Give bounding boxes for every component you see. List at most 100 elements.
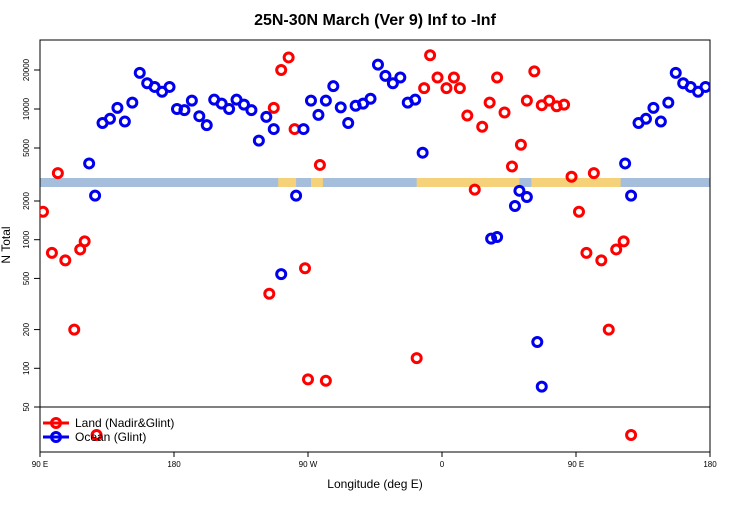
ocean-point bbox=[619, 157, 632, 170]
ocean-point bbox=[237, 98, 250, 111]
land-point bbox=[453, 82, 466, 95]
ocean-point bbox=[215, 97, 228, 110]
ocean-band bbox=[40, 178, 710, 187]
legend-marker-ocean bbox=[50, 431, 62, 443]
y-tick-label: 1000 bbox=[22, 230, 31, 248]
land-point bbox=[476, 120, 489, 133]
land-point bbox=[572, 205, 585, 218]
land-point bbox=[68, 323, 81, 336]
ocean-point bbox=[409, 93, 422, 106]
y-tick-label: 2000 bbox=[22, 192, 31, 210]
x-axis-label: Longitude (deg E) bbox=[327, 477, 422, 491]
land-point bbox=[580, 246, 593, 259]
ocean-point bbox=[185, 94, 198, 107]
ocean-point bbox=[386, 77, 399, 90]
land-point bbox=[602, 323, 615, 336]
legend-marker-land bbox=[50, 417, 62, 429]
land-point bbox=[514, 138, 527, 151]
land-point bbox=[610, 243, 623, 256]
x-tick-label: 0 bbox=[440, 460, 445, 469]
land-point bbox=[565, 170, 578, 183]
land-point bbox=[528, 65, 541, 78]
land-point bbox=[40, 205, 49, 218]
ocean-point bbox=[89, 189, 102, 202]
ocean-point bbox=[513, 184, 526, 197]
ocean-point bbox=[535, 380, 548, 393]
x-tick-label: 180 bbox=[703, 460, 717, 469]
ocean-point bbox=[531, 336, 544, 349]
ocean-point bbox=[342, 116, 355, 129]
land-point bbox=[505, 160, 518, 173]
ocean-point bbox=[290, 189, 303, 202]
ocean-point bbox=[275, 268, 288, 281]
land-point bbox=[319, 374, 332, 387]
land-segment bbox=[416, 178, 520, 187]
land-point bbox=[282, 51, 295, 64]
ocean-point bbox=[118, 115, 131, 128]
land-point bbox=[263, 287, 276, 300]
y-tick-label: 200 bbox=[22, 322, 31, 336]
ocean-point bbox=[297, 123, 310, 136]
land-point bbox=[461, 109, 474, 122]
y-tick-label: 10000 bbox=[22, 97, 31, 120]
y-axis-label: N Total bbox=[0, 226, 13, 263]
land-point bbox=[431, 71, 444, 84]
ocean-point bbox=[364, 92, 377, 105]
ocean-point bbox=[508, 199, 521, 212]
legend-frame bbox=[39, 406, 711, 453]
ocean-point bbox=[200, 119, 213, 132]
ocean-point bbox=[520, 190, 533, 203]
land-point bbox=[440, 82, 453, 95]
x-tick-label: 90 E bbox=[568, 460, 584, 469]
ocean-point bbox=[625, 189, 638, 202]
ocean-point bbox=[103, 112, 116, 125]
land-point bbox=[59, 254, 72, 267]
land-point bbox=[498, 106, 511, 119]
land-ocean-strip bbox=[40, 178, 710, 187]
x-tick-label: 90 E bbox=[32, 460, 48, 469]
land-point bbox=[447, 71, 460, 84]
ocean-point bbox=[126, 96, 139, 109]
x-tick-label: 90 W bbox=[299, 460, 318, 469]
ocean-point bbox=[485, 232, 498, 245]
land-point bbox=[625, 429, 638, 441]
land-point bbox=[313, 158, 326, 171]
land-point bbox=[558, 98, 571, 111]
land-point bbox=[520, 94, 533, 107]
ocean-point bbox=[312, 108, 325, 121]
data-points bbox=[40, 49, 710, 393]
y-tick-label: 5000 bbox=[22, 139, 31, 157]
land-point bbox=[418, 82, 431, 95]
legend: Land (Nadir&Glint) Ocean (Glint) bbox=[43, 416, 174, 444]
land-point bbox=[587, 167, 600, 180]
land-point bbox=[595, 254, 608, 267]
ocean-point bbox=[83, 157, 96, 170]
y-tick-label: 100 bbox=[22, 361, 31, 375]
legend-label-ocean: Ocean (Glint) bbox=[75, 430, 146, 444]
ocean-point bbox=[334, 101, 347, 114]
land-point bbox=[424, 49, 437, 62]
ocean-point bbox=[319, 94, 332, 107]
land-point bbox=[483, 96, 496, 109]
land-point bbox=[45, 246, 58, 259]
ocean-point bbox=[133, 66, 146, 79]
y-tick-label: 50 bbox=[22, 402, 31, 411]
land-segment bbox=[531, 178, 621, 187]
ocean-point bbox=[491, 230, 504, 243]
x-axis: 90 E 180 90 W 0 90 E 180 bbox=[32, 452, 717, 469]
land-point bbox=[410, 352, 423, 365]
legend-item-land: Land (Nadir&Glint) bbox=[43, 416, 174, 430]
land-point bbox=[617, 235, 630, 248]
land-point bbox=[90, 429, 103, 441]
y-axis: 50 100 200 500 1000 2000 5000 10000 20000 bbox=[22, 58, 40, 411]
ocean-point bbox=[669, 66, 682, 79]
y-tick-label: 20000 bbox=[22, 58, 31, 81]
ocean-point bbox=[304, 94, 317, 107]
ocean-point bbox=[223, 103, 236, 115]
land-point bbox=[543, 94, 556, 107]
ocean-point bbox=[647, 101, 660, 114]
chart-title: 25N-30N March (Ver 9) Inf to -Inf bbox=[254, 12, 496, 29]
ocean-point bbox=[662, 96, 675, 109]
